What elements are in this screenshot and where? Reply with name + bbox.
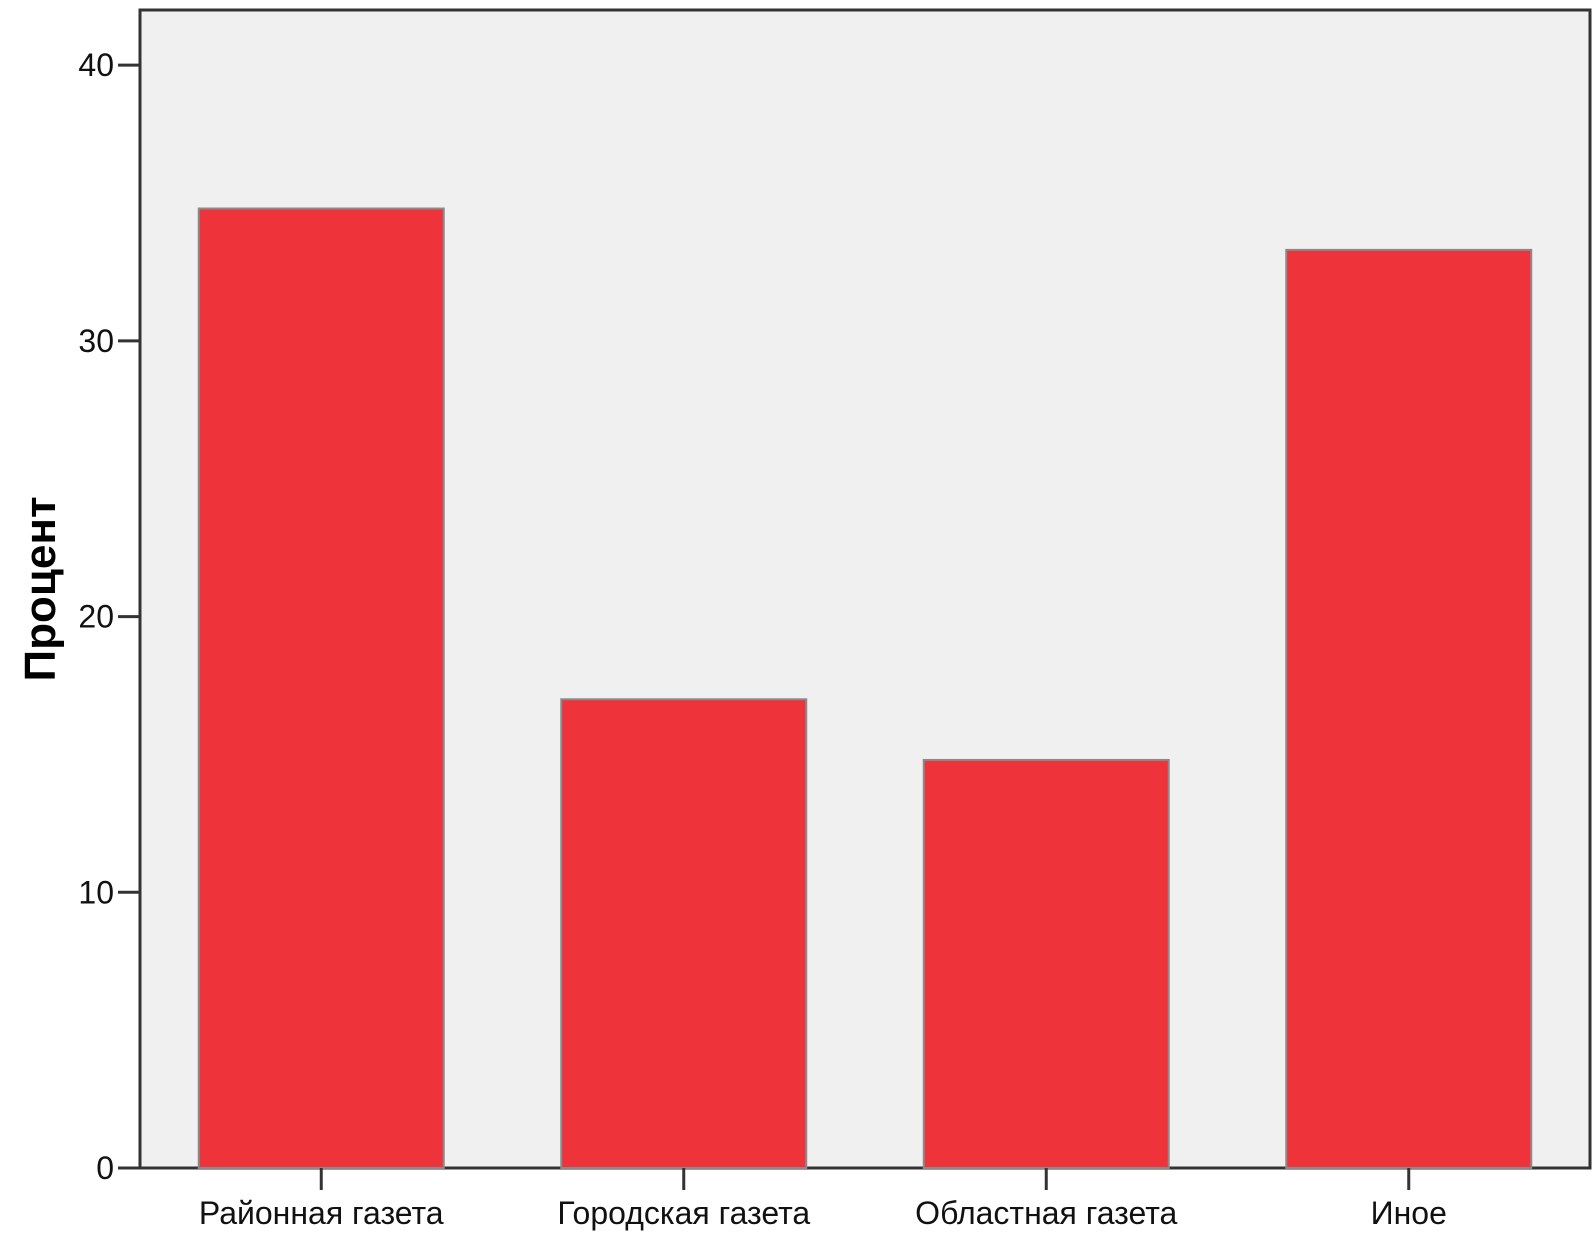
bar-4: [1285, 248, 1533, 1170]
y-axis-title: Процент: [16, 496, 65, 681]
x-category-label-1: Районная газета: [199, 1195, 444, 1231]
x-category-label-4: Иное: [1371, 1195, 1447, 1231]
bar-2: [560, 698, 808, 1169]
bars-group: [197, 207, 1533, 1170]
y-tick-label-40: 40: [78, 47, 114, 83]
x-axis: Районная газета Городская газета Областная…: [199, 1168, 1447, 1231]
y-tick-label-30: 30: [78, 323, 114, 359]
y-tick-label-0: 0: [96, 1150, 114, 1186]
bar-3: [922, 758, 1170, 1169]
bar-1: [197, 207, 445, 1169]
x-category-label-2: Городская газета: [557, 1195, 810, 1231]
y-tick-label-20: 20: [78, 599, 114, 635]
x-category-label-3: Областная газета: [915, 1195, 1177, 1231]
y-axis: 0 10 20 30 40: [78, 47, 140, 1186]
y-tick-label-10: 10: [78, 874, 114, 910]
